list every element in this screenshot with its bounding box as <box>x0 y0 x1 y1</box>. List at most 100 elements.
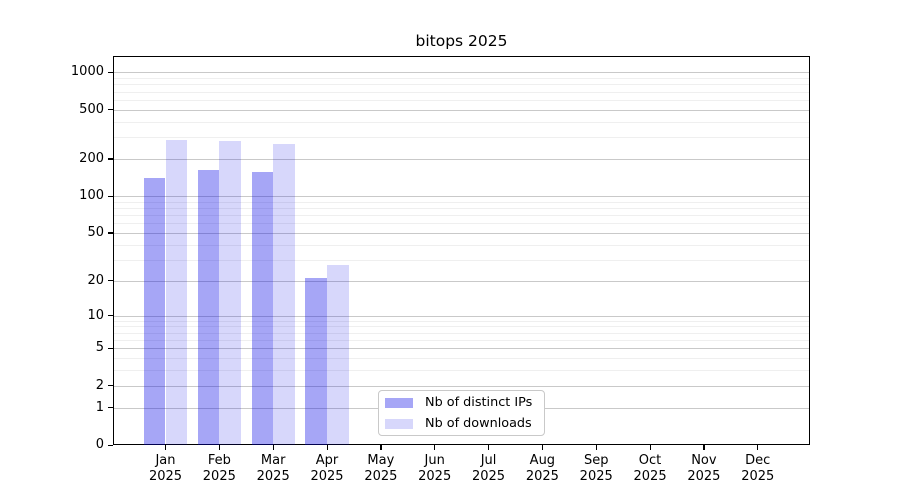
minor-gridline <box>114 340 809 342</box>
y-tick-mark <box>108 444 113 446</box>
minor-gridline <box>114 84 809 86</box>
x-tick-month: Jun <box>424 453 445 468</box>
minor-gridline <box>114 91 809 93</box>
minor-gridline <box>114 332 809 334</box>
minor-gridline <box>114 244 809 246</box>
bar-mar-downloads <box>273 143 295 445</box>
x-tick-month: Jan <box>155 453 176 468</box>
downloads-swatch-icon <box>385 418 413 429</box>
y-tick-mark <box>108 347 113 350</box>
y-tick-label: 200 <box>79 150 104 166</box>
bar-jan-distinct-ips <box>143 178 166 445</box>
x-tick-label: Jun 2025 <box>405 453 465 485</box>
y-tick-label: 1 <box>95 399 104 415</box>
x-tick-label: Aug 2025 <box>512 453 572 485</box>
x-tick-label: Dec 2025 <box>728 453 788 485</box>
x-tick-year: 2025 <box>525 469 559 484</box>
major-gridline <box>114 232 809 234</box>
bar-feb-distinct-ips <box>197 169 220 445</box>
x-tick-label: Feb 2025 <box>189 453 249 485</box>
y-tick-label: 2 <box>95 377 104 393</box>
minor-gridline <box>114 201 809 203</box>
minor-gridline <box>114 358 809 360</box>
distinct-ips-swatch-icon <box>385 397 413 408</box>
x-tick-month: Jul <box>480 453 497 468</box>
x-tick-year: 2025 <box>633 469 667 484</box>
x-tick-year: 2025 <box>418 469 452 484</box>
y-tick-mark <box>108 71 113 74</box>
x-tick-month: Apr <box>315 453 339 468</box>
x-tick-label: Jan 2025 <box>136 453 196 485</box>
x-tick-month: Sep <box>583 453 609 468</box>
y-tick-mark <box>108 385 113 387</box>
minor-gridline <box>114 320 809 322</box>
x-tick-mark <box>380 445 382 450</box>
y-tick-mark <box>108 195 113 197</box>
x-tick-year: 2025 <box>471 469 506 484</box>
x-tick-month: Dec <box>745 453 771 468</box>
x-tick-mark <box>649 445 651 450</box>
y-tick-label: 500 <box>79 101 104 117</box>
y-tick-label: 10 <box>87 307 104 323</box>
x-tick-label: Nov 2025 <box>674 453 734 485</box>
y-tick-mark <box>108 232 113 234</box>
x-tick-year: 2025 <box>741 469 775 484</box>
x-tick-year: 2025 <box>256 469 290 484</box>
major-gridline <box>114 280 809 282</box>
major-gridline <box>114 315 809 317</box>
x-tick-mark <box>757 445 759 450</box>
y-tick-label: 20 <box>87 272 104 288</box>
y-tick-label: 0 <box>95 437 104 452</box>
minor-gridline <box>114 207 809 209</box>
x-tick-month: Aug <box>529 453 556 468</box>
x-tick-label: Jul 2025 <box>459 453 519 485</box>
chart-title: bitops 2025 <box>415 32 508 50</box>
x-tick-year: 2025 <box>579 469 613 484</box>
y-tick-label: 50 <box>87 224 104 240</box>
x-tick-year: 2025 <box>364 469 398 484</box>
plot-area <box>113 56 810 445</box>
x-tick-year: 2025 <box>148 469 183 484</box>
bar-apr-distinct-ips <box>305 278 327 445</box>
y-tick-mark <box>108 158 113 160</box>
legend-label-distinct-ips: Nb of distinct IPs <box>425 395 533 410</box>
bar-jan-downloads <box>165 139 188 445</box>
x-tick-label: Oct 2025 <box>620 453 680 485</box>
x-tick-mark <box>326 445 328 450</box>
minor-gridline <box>114 78 809 80</box>
x-tick-mark <box>434 445 436 450</box>
major-gridline <box>114 385 809 387</box>
x-tick-year: 2025 <box>310 469 344 484</box>
y-tick-label: 100 <box>79 188 104 204</box>
bar-apr-downloads <box>327 265 349 445</box>
bar-mar-distinct-ips <box>251 172 274 445</box>
x-tick-month: Feb <box>207 453 231 468</box>
minor-gridline <box>114 137 809 139</box>
minor-gridline <box>114 326 809 328</box>
x-tick-mark <box>595 445 597 450</box>
minor-gridline <box>114 99 809 101</box>
y-tick-mark <box>108 315 113 317</box>
x-tick-month: May <box>367 453 395 468</box>
minor-gridline <box>114 215 809 217</box>
x-tick-label: Mar 2025 <box>243 453 303 485</box>
y-tick-label: 1000 <box>70 64 104 80</box>
y-tick-mark <box>108 280 113 282</box>
major-gridline <box>114 72 809 74</box>
minor-gridline <box>114 121 809 123</box>
legend-row-downloads: Nb of downloads <box>385 416 544 431</box>
major-gridline <box>114 158 809 160</box>
minor-gridline <box>114 370 809 372</box>
y-tick-mark <box>108 109 113 111</box>
legend-label-downloads: Nb of downloads <box>425 416 532 431</box>
x-tick-mark <box>165 445 167 450</box>
x-tick-label: May 2025 <box>351 453 411 485</box>
x-tick-mark <box>541 445 544 450</box>
y-tick-mark <box>108 407 113 409</box>
x-tick-label: Sep 2025 <box>566 453 626 485</box>
y-tick-label: 5 <box>95 340 104 356</box>
minor-gridline <box>114 259 809 261</box>
x-tick-month: Oct <box>638 453 662 468</box>
x-tick-label: Apr 2025 <box>297 453 357 485</box>
